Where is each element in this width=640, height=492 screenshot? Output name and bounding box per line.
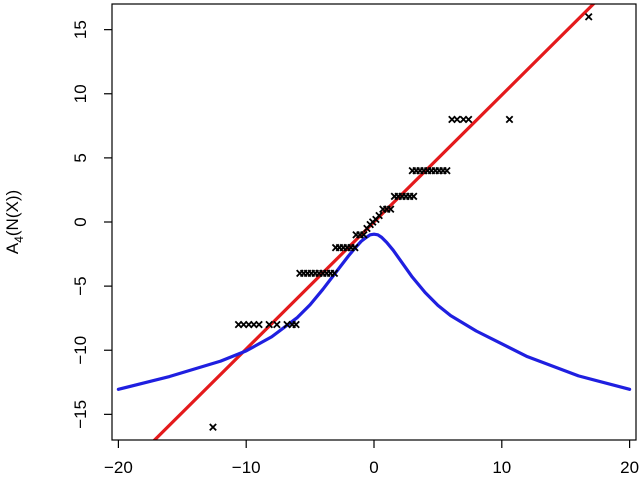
data-point-marker — [350, 243, 359, 252]
data-point-marker — [584, 12, 593, 21]
red-reference-line — [152, 4, 596, 440]
data-point-marker — [330, 269, 339, 278]
x-axis: −20 −10 0 10 20 — [104, 440, 639, 477]
data-point-marker — [443, 166, 451, 175]
data-point-marker — [273, 320, 281, 329]
points-series — [209, 12, 593, 432]
y-tick-label: 5 — [71, 153, 90, 162]
data-point-marker — [209, 423, 217, 432]
y-tick-label: −15 — [71, 400, 90, 429]
data-point-marker — [453, 115, 461, 124]
y-axis: −15 −10 −5 0 5 10 15 — [71, 20, 112, 429]
y-axis-label: A4(N(X)) — [3, 190, 26, 254]
data-point-marker — [386, 205, 395, 214]
data-point-marker — [375, 211, 383, 220]
data-point-marker — [265, 320, 274, 329]
data-point-marker — [409, 192, 418, 201]
blue-curve — [116, 232, 632, 391]
x-tick-label: 10 — [492, 458, 511, 477]
x-tick-label: −20 — [104, 458, 133, 477]
data-point-marker — [359, 230, 368, 239]
data-point-marker — [255, 320, 263, 329]
plot-area — [116, 4, 632, 440]
data-point-marker — [505, 115, 514, 124]
x-tick-label: −10 — [232, 458, 261, 477]
y-tick-label: 0 — [71, 217, 90, 226]
data-point-marker — [292, 320, 300, 329]
x-tick-label: 20 — [620, 458, 639, 477]
y-tick-label: −10 — [71, 336, 90, 365]
y-tick-label: −5 — [71, 276, 90, 295]
data-point-marker — [464, 115, 473, 124]
y-tick-label: 10 — [71, 84, 90, 103]
y-tick-label: 15 — [71, 20, 90, 39]
x-tick-label: 0 — [369, 458, 378, 477]
